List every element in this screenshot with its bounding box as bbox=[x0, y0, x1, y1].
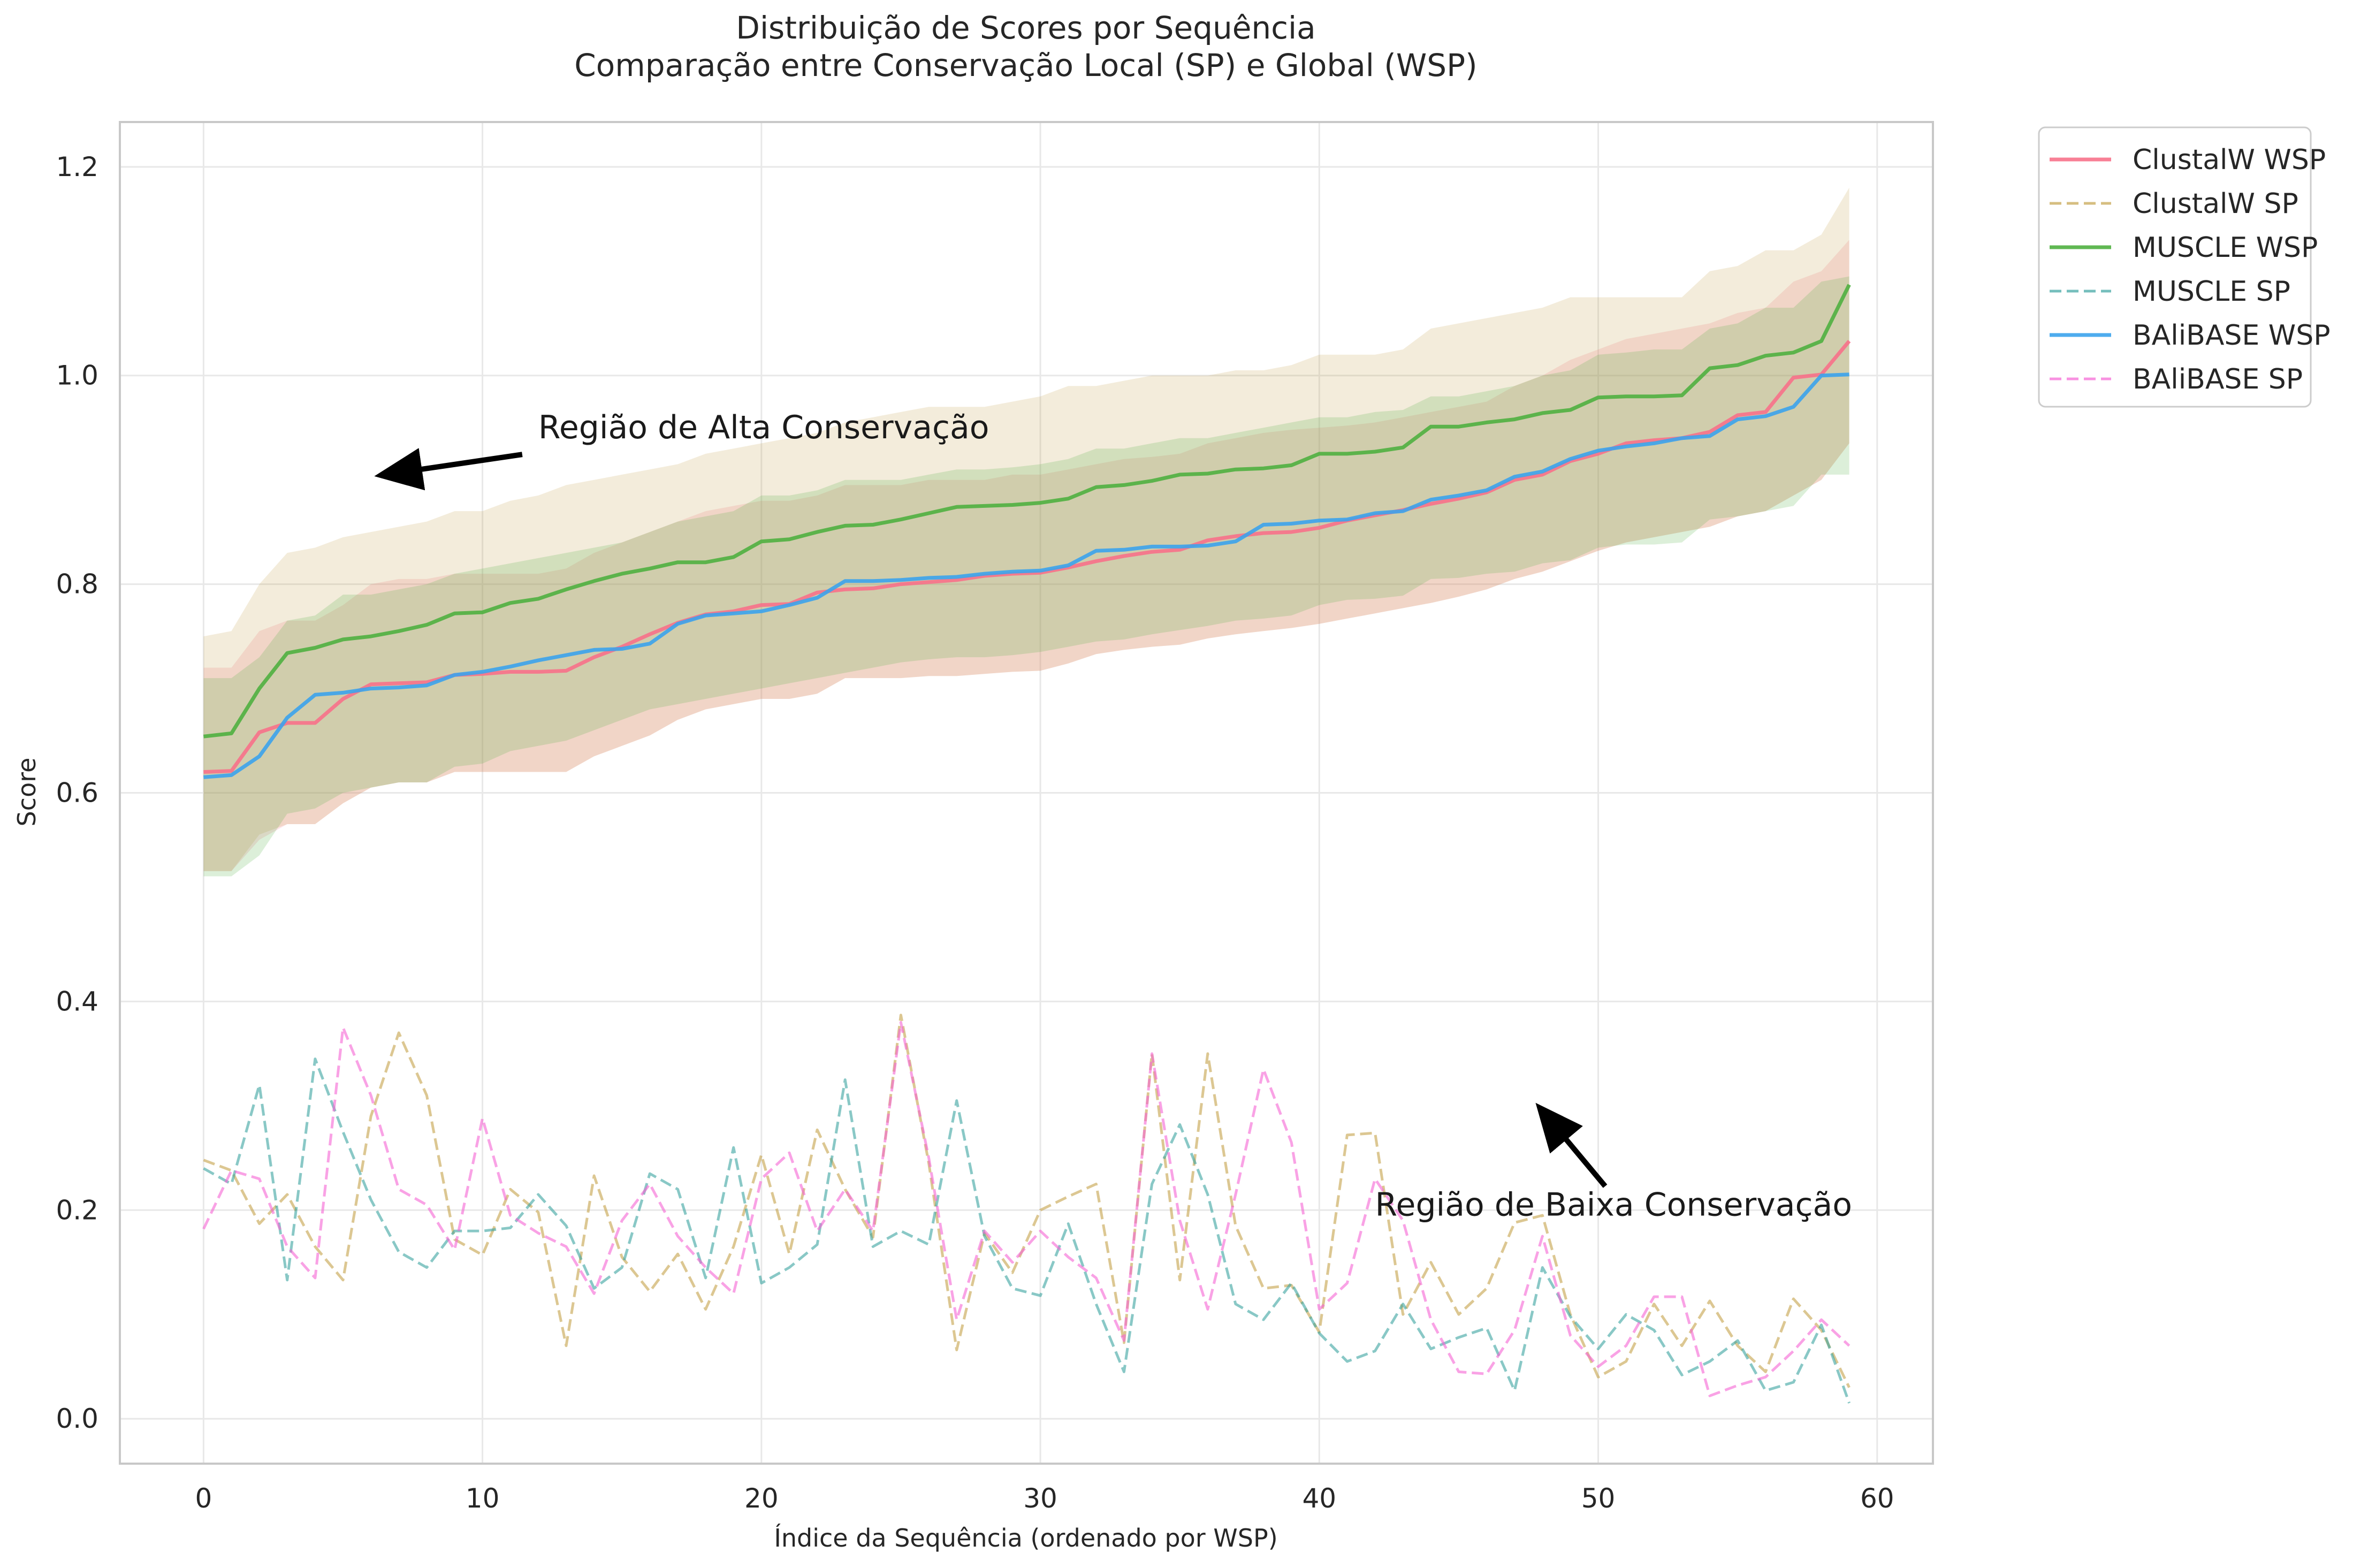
legend-label-muscle-sp: MUSCLE SP bbox=[2133, 276, 2290, 308]
series-line-clustalw-sp bbox=[203, 1014, 1851, 1388]
x-tick-label: 30 bbox=[1023, 1483, 1057, 1514]
x-tick-label: 40 bbox=[1302, 1483, 1336, 1514]
annotation-label: Região de Alta Conservação bbox=[538, 409, 989, 446]
annotation-arrow bbox=[1535, 1102, 1608, 1188]
legend-label-clustalw-sp: ClustalW SP bbox=[2133, 188, 2298, 220]
x-tick-label: 0 bbox=[195, 1483, 212, 1514]
legend-label-balibase-sp: BAliBASE SP bbox=[2133, 363, 2303, 395]
y-tick-label: 0.2 bbox=[56, 1194, 98, 1226]
series-line-balibase-sp bbox=[202, 1021, 1851, 1397]
y-tick-label: 1.0 bbox=[56, 360, 98, 391]
x-tick-label: 20 bbox=[744, 1483, 779, 1514]
series-line-balibase-wsp bbox=[203, 372, 1849, 779]
chart-title: Distribuição de Scores por Sequência bbox=[736, 10, 1315, 46]
legend-label-clustalw-wsp: ClustalW WSP bbox=[2133, 144, 2326, 176]
x-tick-label: 50 bbox=[1581, 1483, 1616, 1514]
annotations: Região de Alta Conservação Região de Baix… bbox=[374, 409, 1852, 1224]
band-clustalw-wsp bbox=[203, 240, 1849, 871]
x-axis-label: Índice da Sequência (ordenado por WSP) bbox=[774, 1524, 1277, 1552]
y-tick-label: 0.0 bbox=[56, 1403, 98, 1434]
series-line-muscle-sp bbox=[203, 1057, 1851, 1404]
y-tick-label: 0.6 bbox=[56, 778, 98, 809]
y-tick-label: 1.2 bbox=[56, 151, 98, 182]
series-lines bbox=[202, 284, 1851, 1404]
legend-label-balibase-wsp: BAliBASE WSP bbox=[2133, 319, 2331, 352]
band-clustalw-sp bbox=[203, 187, 1849, 871]
plot-area-frame bbox=[119, 121, 1934, 1465]
legend: ClustalW WSP ClustalW SP MUSCLE WSP MUSCLE … bbox=[2038, 126, 2331, 408]
x-tick-label: 10 bbox=[466, 1483, 500, 1514]
x-axis-ticks: 0 10 20 30 40 50 60 bbox=[195, 1483, 1894, 1514]
annotation-label: Região de Baixa Conservação bbox=[1375, 1186, 1852, 1224]
y-axis-ticks: 0.0 0.2 0.4 0.6 0.8 1.0 1.2 bbox=[56, 151, 98, 1434]
annotation-arrow bbox=[374, 448, 523, 491]
y-axis-label: Score bbox=[12, 758, 41, 827]
chart-subtitle: Comparação entre Conservação Local (SP) … bbox=[574, 47, 1477, 83]
x-tick-label: 60 bbox=[1860, 1483, 1894, 1514]
y-tick-label: 0.8 bbox=[56, 569, 98, 600]
grid-lines bbox=[120, 122, 1933, 1464]
legend-label-muscle-wsp: MUSCLE WSP bbox=[2133, 232, 2318, 264]
series-line-muscle-wsp bbox=[203, 284, 1851, 739]
y-tick-label: 0.4 bbox=[56, 986, 98, 1017]
